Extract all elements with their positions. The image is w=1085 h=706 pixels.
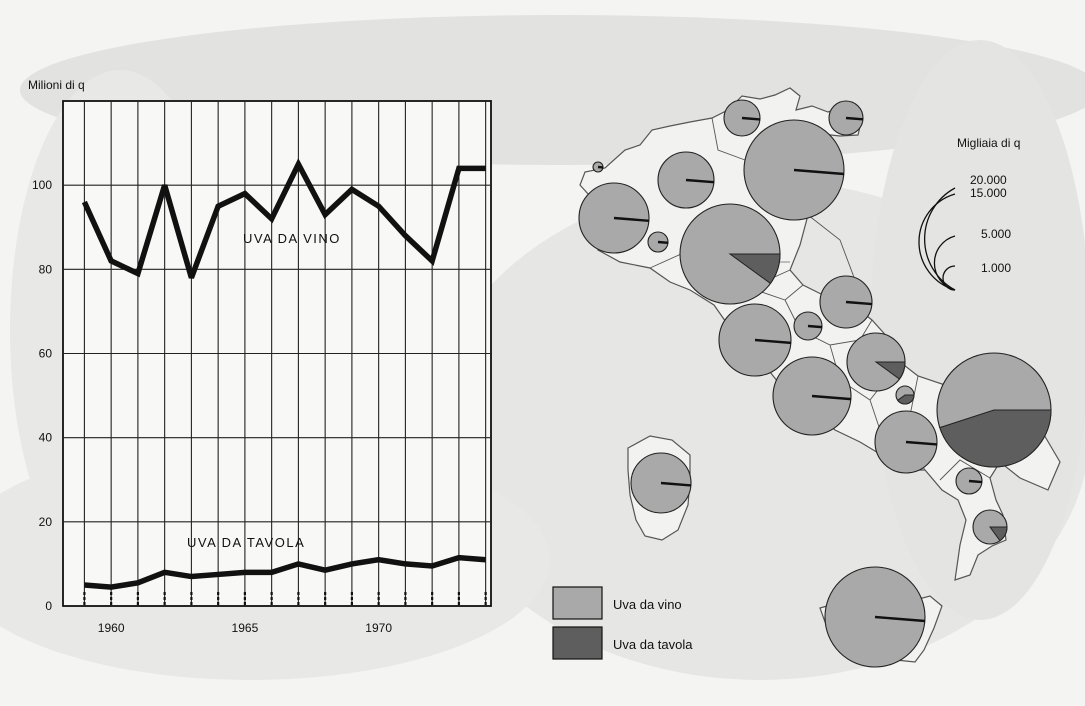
scale-arc-15000 xyxy=(918,193,956,291)
legend-label-uva-da-tavola: Uva da tavola xyxy=(613,637,693,652)
y-axis-label: Milioni di q xyxy=(28,78,85,92)
pie-slice-uva-da-tavola xyxy=(613,216,650,222)
y-tick-label: 40 xyxy=(39,431,53,445)
pie-slice-uva-da-tavola xyxy=(754,338,792,345)
pie-slice-uva-da-tavola xyxy=(845,300,873,306)
y-tick-label: 60 xyxy=(39,347,53,361)
pie-slice-uva-da-tavola xyxy=(728,253,781,285)
pie-slice-uva-da-tavola xyxy=(874,615,926,623)
scale-label-20000: 20.000 xyxy=(970,173,1007,187)
region-pie xyxy=(647,231,669,253)
size-scale: Migliaia di q 20.000 15.000 5.000 1.000 xyxy=(918,136,1020,291)
scale-label-15000: 15.000 xyxy=(970,186,1007,200)
legend-label-uva-da-vino: Uva da vino xyxy=(613,597,682,612)
legend-swatch-uva-da-vino xyxy=(552,586,603,620)
region-pie xyxy=(657,151,715,209)
y-tick-labels: 0 20 40 60 80 100 xyxy=(32,178,52,613)
series-label-uva-da-tavola: UVA DA TAVOLA xyxy=(187,535,305,550)
pie-slice-uva-da-tavola xyxy=(660,481,692,487)
y-tick-label: 0 xyxy=(45,599,52,613)
pie-slice-uva-da-tavola xyxy=(845,116,864,121)
region-pie xyxy=(824,566,926,668)
pie-slice-uva-da-tavola xyxy=(793,168,845,176)
pie-slice-uva-da-tavola xyxy=(897,394,915,405)
pie-slice-uva-da-tavola xyxy=(968,479,983,484)
scale-label-1000: 1.000 xyxy=(981,261,1011,275)
y-tick-label: 100 xyxy=(32,178,52,192)
scale-title: Migliaia di q xyxy=(957,136,1020,150)
series-line-uva-da-vino xyxy=(81,158,486,279)
region-pie xyxy=(718,303,792,377)
region-pie xyxy=(592,161,604,173)
region-pie xyxy=(895,385,915,405)
region-pie xyxy=(793,311,823,341)
legend-swatch-uva-da-tavola xyxy=(552,626,603,660)
region-pie xyxy=(972,509,1008,545)
region-pie xyxy=(846,332,906,392)
scale-arc-20000 xyxy=(923,187,956,291)
region-pie xyxy=(828,100,864,136)
x-tick-label: 1965 xyxy=(232,621,259,635)
region-pie xyxy=(723,99,761,137)
scale-label-5000: 5.000 xyxy=(981,227,1011,241)
pie-slice-uva-da-tavola xyxy=(989,526,1008,542)
region-pie xyxy=(819,275,873,329)
region-pie xyxy=(772,356,852,436)
production-line-chart: Milioni di q 0 20 40 60 80 100 1960 1965 1970 U… xyxy=(28,78,492,635)
pie-slice-uva-da-tavola xyxy=(685,178,715,184)
region-pie xyxy=(874,410,938,474)
pie-slice-uva-da-tavola xyxy=(657,240,669,244)
series-label-uva-da-vino: UVA DA VINO xyxy=(243,231,341,246)
pie-slice-uva-da-tavola xyxy=(741,116,761,121)
x-tick-label: 1960 xyxy=(98,621,125,635)
legend: Uva da vino Uva da tavola xyxy=(552,586,693,660)
pie-slice-uva-da-tavola xyxy=(811,394,852,401)
x-tick-labels: 1960 1965 1970 xyxy=(98,621,393,635)
region-pie xyxy=(578,182,650,254)
series-lines xyxy=(81,158,486,590)
region-pie xyxy=(630,452,692,514)
region-pie xyxy=(955,467,983,495)
region-pie xyxy=(936,352,1052,468)
regional-pie-charts xyxy=(578,99,1052,668)
pie-slice-uva-da-tavola xyxy=(874,361,906,380)
x-tick-label: 1970 xyxy=(365,621,392,635)
region-pie xyxy=(679,203,781,305)
series-line-uva-da-tavola xyxy=(84,554,486,590)
pie-slice-uva-da-tavola xyxy=(939,409,1052,468)
scale-arc-1000 xyxy=(942,265,956,291)
region-pie xyxy=(743,119,845,221)
pie-slice-uva-da-tavola xyxy=(905,440,938,446)
y-tick-label: 20 xyxy=(39,515,53,529)
x-axis-year-marks xyxy=(83,592,487,606)
y-tick-label: 80 xyxy=(39,262,53,276)
pie-slice-uva-da-tavola xyxy=(807,324,823,329)
